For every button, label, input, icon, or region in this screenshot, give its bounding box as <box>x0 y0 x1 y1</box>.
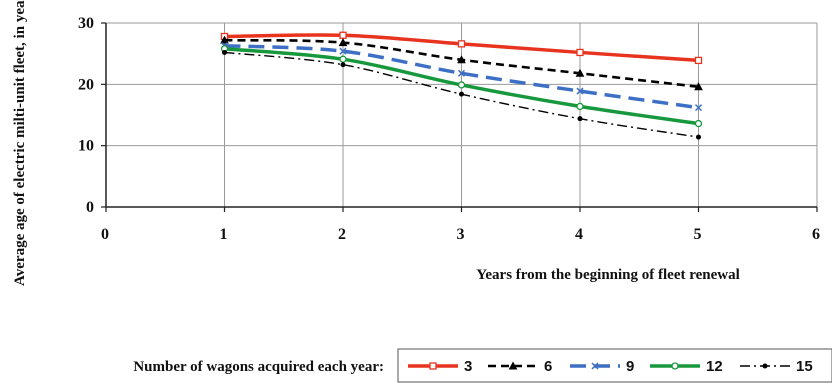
legend-item-6: 6 <box>488 358 552 375</box>
data-point <box>694 104 703 112</box>
data-point <box>694 119 703 128</box>
data-point <box>339 55 347 63</box>
data-point <box>762 363 768 369</box>
data-point <box>671 362 679 370</box>
legend-box <box>397 348 832 383</box>
axes <box>101 22 818 212</box>
grid <box>106 22 818 207</box>
x-tick-label: 0 <box>101 226 109 243</box>
x-tick-label: 1 <box>220 226 228 243</box>
legend-item-3: 3 <box>408 358 472 375</box>
data-point <box>694 82 703 91</box>
x-tick-label: 4 <box>575 226 583 243</box>
data-point <box>220 35 229 44</box>
data-point <box>338 38 348 47</box>
series-6 <box>220 35 703 91</box>
y-tick-label: 20 <box>78 76 94 93</box>
series-12 <box>220 45 703 128</box>
x-tick-label: 6 <box>812 226 820 243</box>
series-line <box>224 43 699 110</box>
legend-item-9: 9 <box>570 358 634 375</box>
legend-label: 9 <box>626 358 634 375</box>
data-point <box>576 102 584 111</box>
legend-label: 6 <box>544 358 552 375</box>
series-15 <box>222 49 701 140</box>
x-tick-label: 3 <box>457 226 465 243</box>
data-point <box>694 56 703 65</box>
legend-item-15: 15 <box>740 358 813 375</box>
y-tick-label: 10 <box>78 138 94 155</box>
data-point <box>577 116 583 122</box>
data-point <box>457 55 466 64</box>
legend-label: 3 <box>464 358 472 375</box>
legend-item-12: 12 <box>650 358 723 375</box>
x-axis-title: Years from the beginning of fleet renewa… <box>476 267 740 283</box>
data-point <box>591 362 599 370</box>
tick-labels: 0 1 2 3 4 5 6 0 10 20 30 <box>78 15 820 243</box>
data-point <box>457 81 466 89</box>
data-point <box>222 49 227 55</box>
y-tick-label: 30 <box>78 15 94 32</box>
data-point <box>457 40 466 48</box>
data-point <box>339 47 347 55</box>
data-point <box>576 87 584 95</box>
legend-title: Number of wagons acquired each year: <box>133 359 384 375</box>
data-point <box>459 91 464 97</box>
y-tick-label: 0 <box>86 199 94 216</box>
data-point <box>429 362 437 370</box>
x-tick-label: 5 <box>694 226 702 243</box>
series-lines <box>220 31 703 140</box>
data-point <box>696 134 701 140</box>
data-point <box>576 48 584 57</box>
x-tick-label: 2 <box>338 226 346 243</box>
data-point <box>339 31 347 39</box>
legend: Number of wagons acquired each year: 3 6 9… <box>133 348 832 383</box>
legend-label: 15 <box>796 358 813 375</box>
data-point <box>575 68 585 77</box>
y-axis-title: Average age of electric milti-unit fleet… <box>12 0 28 286</box>
legend-label: 12 <box>706 358 723 375</box>
data-point <box>457 69 466 77</box>
data-point <box>508 361 518 370</box>
data-point <box>340 62 346 68</box>
